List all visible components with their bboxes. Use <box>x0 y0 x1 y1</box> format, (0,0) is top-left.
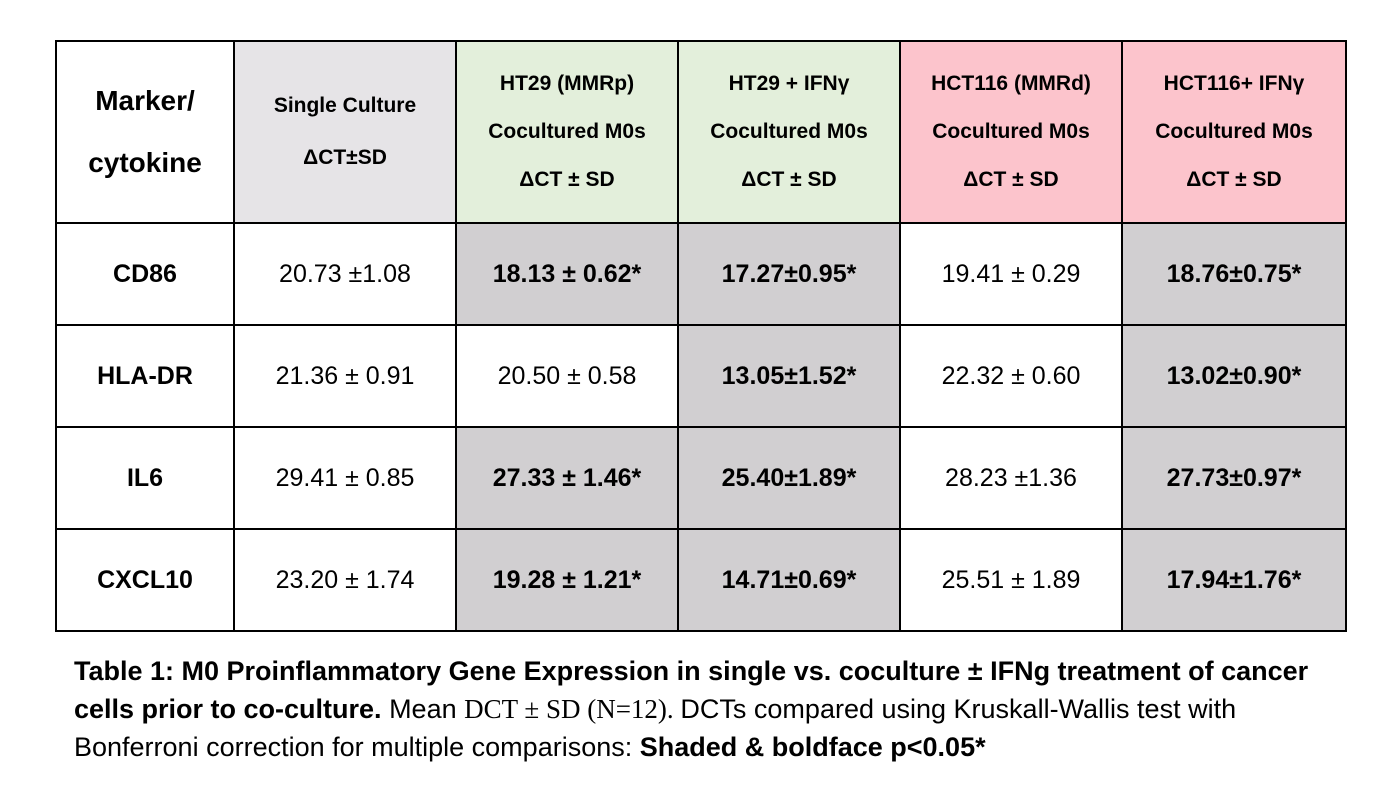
header-ht29-ifn: HT29 + IFNγ Cocultured M0s ΔCT ± SD <box>677 40 901 224</box>
header-hct116: HCT116 (MMRd) Cocultured M0s ΔCT ± SD <box>899 40 1123 224</box>
header-hct116-line2: Cocultured M0s <box>932 120 1090 143</box>
header-ht29-ifn-line1: HT29 + IFNγ <box>728 72 850 95</box>
row-label-cd86: CD86 <box>55 222 235 326</box>
caption-dct: DCT <box>464 694 518 724</box>
cell-hla-dr-single: 21.36 ± 0.91 <box>233 324 457 428</box>
cell-il6-ht29: 27.33 ± 1.46* <box>455 426 679 530</box>
cell-cd86-hct116-ifn: 18.76±0.75* <box>1121 222 1347 326</box>
header-hct116-line1: HCT116 (MMRd) <box>931 72 1091 95</box>
header-marker-line1: Marker/ <box>95 85 195 116</box>
cell-cd86-hct116: 19.41 ± 0.29 <box>899 222 1123 326</box>
row-label-il6: IL6 <box>55 426 235 530</box>
header-single-line1: Single Culture <box>273 94 417 117</box>
header-hct116-line3: ΔCT ± SD <box>963 168 1059 191</box>
cell-cxcl10-single: 23.20 ± 1.74 <box>233 528 457 632</box>
cell-hla-dr-ht29: 20.50 ± 0.58 <box>455 324 679 428</box>
header-hct116-ifn-line1: HCT116+ IFNγ <box>1163 72 1305 95</box>
header-marker-line2: cytokine <box>88 147 202 178</box>
header-ht29-ifn-line2: Cocultured M0s <box>710 120 868 143</box>
cell-il6-single: 29.41 ± 0.85 <box>233 426 457 530</box>
table-row-hla-dr: HLA-DR 21.36 ± 0.91 20.50 ± 0.58 13.05±1… <box>55 324 1347 428</box>
row-label-cxcl10: CXCL10 <box>55 528 235 632</box>
cell-hla-dr-ht29-ifn: 13.05±1.52* <box>677 324 901 428</box>
header-marker: Marker/ cytokine <box>55 40 235 224</box>
header-hct116-ifn-line3: ΔCT ± SD <box>1186 168 1282 191</box>
header-ht29: HT29 (MMRp) Cocultured M0s ΔCT ± SD <box>455 40 679 224</box>
header-hct116-ifn: HCT116+ IFNγ Cocultured M0s ΔCT ± SD <box>1121 40 1347 224</box>
caption-text-1: Mean <box>381 694 465 724</box>
header-ht29-line1: HT29 (MMRp) <box>499 72 635 95</box>
cell-hla-dr-hct116-ifn: 13.02±0.90* <box>1121 324 1347 428</box>
cell-cd86-ht29-ifn: 17.27±0.95* <box>677 222 901 326</box>
cell-cd86-ht29: 18.13 ± 0.62* <box>455 222 679 326</box>
caption-emphasis: Shaded & boldface p<0.05* <box>639 732 986 762</box>
table-row-il6: IL6 29.41 ± 0.85 27.33 ± 1.46* 25.40±1.8… <box>55 426 1347 530</box>
cell-cxcl10-hct116-ifn: 17.94±1.76* <box>1121 528 1347 632</box>
table-row-cd86: CD86 20.73 ±1.08 18.13 ± 0.62* 17.27±0.9… <box>55 222 1347 326</box>
header-ht29-line2: Cocultured M0s <box>488 120 646 143</box>
cell-cd86-single: 20.73 ±1.08 <box>233 222 457 326</box>
cell-cxcl10-ht29: 19.28 ± 1.21* <box>455 528 679 632</box>
cell-il6-hct116-ifn: 27.73±0.97* <box>1121 426 1347 530</box>
header-single-line2: ΔCT±SD <box>303 146 387 169</box>
caption-title: Table 1: M0 Proinflammatory Gene Express… <box>74 656 1309 724</box>
table-row-cxcl10: CXCL10 23.20 ± 1.74 19.28 ± 1.21* 14.71±… <box>55 528 1347 632</box>
cell-cxcl10-ht29-ifn: 14.71±0.69* <box>677 528 901 632</box>
cell-hla-dr-hct116: 22.32 ± 0.60 <box>899 324 1123 428</box>
cell-cxcl10-hct116: 25.51 ± 1.89 <box>899 528 1123 632</box>
cell-il6-hct116: 28.23 ±1.36 <box>899 426 1123 530</box>
header-hct116-ifn-line2: Cocultured M0s <box>1155 120 1313 143</box>
cell-il6-ht29-ifn: 25.40±1.89* <box>677 426 901 530</box>
header-ht29-line3: ΔCT ± SD <box>519 168 615 191</box>
expression-table: Marker/ cytokine Single Culture ΔCT±SD H… <box>55 40 1347 632</box>
header-single-culture: Single Culture ΔCT±SD <box>233 40 457 224</box>
header-row: Marker/ cytokine Single Culture ΔCT±SD H… <box>55 40 1347 224</box>
caption-text-2: ± SD (N=12). <box>517 694 681 724</box>
row-label-hla-dr: HLA-DR <box>55 324 235 428</box>
caption-text-3: DCTs compared using Kruskall-Wallis test… <box>74 694 1237 762</box>
table-caption: Table 1: M0 Proinflammatory Gene Express… <box>74 652 1364 766</box>
header-ht29-ifn-line3: ΔCT ± SD <box>741 168 837 191</box>
